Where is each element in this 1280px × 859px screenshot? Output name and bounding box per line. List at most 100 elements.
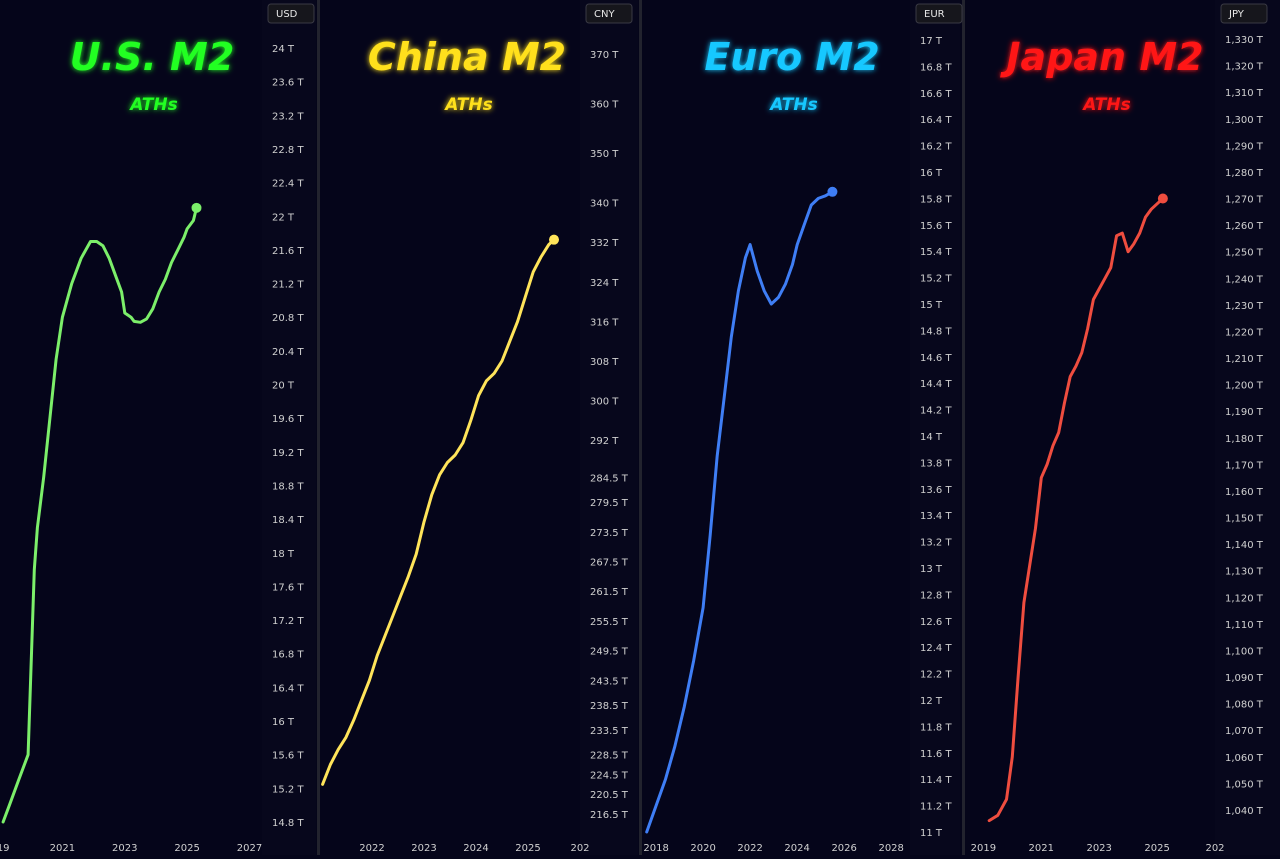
y-tick-label: 11.6 T bbox=[920, 749, 952, 760]
y-tick-label: 14.2 T bbox=[920, 406, 952, 417]
y-axis-strip bbox=[262, 0, 316, 855]
y-tick-label: 255.5 T bbox=[590, 617, 629, 628]
y-tick-label: 1,140 T bbox=[1225, 540, 1264, 551]
y-tick-label: 14.8 T bbox=[920, 326, 952, 337]
y-tick-label: 216.5 T bbox=[590, 810, 629, 821]
y-tick-label: 1,180 T bbox=[1225, 434, 1264, 445]
y-tick-label: 220.5 T bbox=[590, 790, 629, 801]
y-tick-label: 1,130 T bbox=[1225, 567, 1264, 578]
y-tick-label: 1,120 T bbox=[1225, 593, 1264, 604]
ath-marker-dot bbox=[191, 202, 202, 213]
x-tick-label: 2019 bbox=[971, 843, 996, 854]
y-tick-label: 24 T bbox=[272, 44, 295, 55]
y-tick-label: 14.8 T bbox=[272, 818, 304, 829]
x-tick-label: 2024 bbox=[784, 843, 809, 854]
y-tick-label: 16.4 T bbox=[920, 115, 952, 126]
currency-label: JPY bbox=[1228, 9, 1245, 20]
y-tick-label: 243.5 T bbox=[590, 676, 629, 687]
y-tick-label: 12.2 T bbox=[920, 670, 952, 681]
x-tick-label: 2026 bbox=[831, 843, 856, 854]
chart-panel-usd: USD 24 T 23.6 T 23.2 T 22.8 T 22.4 T 22 T 21.6 … bbox=[0, 0, 316, 855]
y-tick-label: 13.6 T bbox=[920, 485, 952, 496]
chart-title: U.S. M2 bbox=[70, 35, 235, 79]
y-tick-label: 23.2 T bbox=[272, 111, 304, 122]
x-tick-label: 2023 bbox=[1086, 843, 1111, 854]
y-tick-label: 332 T bbox=[590, 238, 619, 249]
y-tick-label: 1,150 T bbox=[1225, 514, 1264, 525]
panel-divider bbox=[317, 0, 320, 855]
y-tick-label: 1,170 T bbox=[1225, 460, 1264, 471]
y-tick-label: 1,330 T bbox=[1225, 35, 1264, 46]
x-tick-label: 202 bbox=[1205, 843, 1224, 854]
x-tick-label: 2025 bbox=[515, 843, 540, 854]
y-tick-label: 12.6 T bbox=[920, 617, 952, 628]
chart-subtitle: ATHs bbox=[1081, 95, 1130, 115]
y-tick-label: 1,310 T bbox=[1225, 88, 1264, 99]
series-line-usd bbox=[1, 206, 198, 824]
y-tick-label: 1,220 T bbox=[1225, 327, 1264, 338]
y-tick-label: 16 T bbox=[920, 168, 943, 179]
x-tick-label: 2022 bbox=[737, 843, 762, 854]
y-tick-label: 20 T bbox=[272, 381, 295, 392]
y-tick-label: 249.5 T bbox=[590, 647, 629, 658]
y-tick-label: 1,080 T bbox=[1225, 700, 1264, 711]
y-tick-label: 22.8 T bbox=[272, 145, 304, 156]
x-tick-label: 2020 bbox=[690, 843, 715, 854]
y-tick-label: 18 T bbox=[272, 549, 295, 560]
chart-title: China M2 bbox=[368, 35, 566, 79]
y-tick-label: 11.8 T bbox=[920, 722, 952, 733]
y-tick-label: 1,260 T bbox=[1225, 221, 1264, 232]
x-tick-label: 2022 bbox=[359, 843, 384, 854]
y-tick-label: 261.5 T bbox=[590, 587, 629, 598]
y-tick-label: 1,160 T bbox=[1225, 487, 1264, 498]
y-tick-label: 17.6 T bbox=[272, 582, 304, 593]
y-tick-label: 16.8 T bbox=[920, 62, 952, 73]
x-tick-label: 019 bbox=[0, 843, 10, 854]
y-tick-label: 11.4 T bbox=[920, 775, 952, 786]
y-tick-label: 324 T bbox=[590, 278, 619, 289]
y-tick-label: 279.5 T bbox=[590, 498, 629, 509]
currency-label: USD bbox=[276, 9, 298, 20]
currency-box bbox=[1220, 3, 1268, 24]
y-tick-label: 228.5 T bbox=[590, 751, 629, 762]
y-tick-label: 1,040 T bbox=[1225, 806, 1264, 817]
series-line-jpy bbox=[987, 197, 1165, 823]
y-tick-label: 1,210 T bbox=[1225, 354, 1264, 365]
currency-box bbox=[585, 3, 633, 24]
y-tick-label: 12 T bbox=[920, 696, 943, 707]
currency-label: EUR bbox=[924, 9, 945, 20]
y-tick-label: 14.6 T bbox=[920, 353, 952, 364]
chart-subtitle: ATHs bbox=[128, 95, 177, 115]
y-tick-label: 340 T bbox=[590, 199, 619, 210]
y-tick-label: 284.5 T bbox=[590, 473, 629, 484]
x-tick-label: 2028 bbox=[878, 843, 903, 854]
y-tick-label: 22.4 T bbox=[272, 179, 304, 190]
chart-panel-eur: EUR 17 T 16.8 T 16.6 T 16.4 T 16.2 T 16 T 15.8 … bbox=[643, 0, 963, 855]
y-tick-label: 16.4 T bbox=[272, 683, 304, 694]
y-tick-label: 267.5 T bbox=[590, 557, 629, 568]
y-tick-label: 1,200 T bbox=[1225, 381, 1264, 392]
y-tick-label: 18.8 T bbox=[272, 481, 304, 492]
x-tick-label: 2021 bbox=[50, 843, 75, 854]
y-tick-label: 20.4 T bbox=[272, 347, 304, 358]
y-tick-label: 1,090 T bbox=[1225, 673, 1264, 684]
chart-panel-cny: CNY 370 T 360 T 350 T 340 T 332 T 324 T 316 T 30… bbox=[321, 0, 638, 855]
y-tick-label: 12.8 T bbox=[920, 590, 952, 601]
y-tick-label: 350 T bbox=[590, 149, 619, 160]
y-tick-label: 1,250 T bbox=[1225, 248, 1264, 259]
chart-subtitle: ATHs bbox=[768, 95, 817, 115]
y-tick-label: 1,280 T bbox=[1225, 168, 1264, 179]
y-tick-label: 14 T bbox=[920, 432, 943, 443]
y-tick-label: 273.5 T bbox=[590, 528, 629, 539]
panel-divider bbox=[962, 0, 965, 855]
y-tick-label: 300 T bbox=[590, 397, 619, 408]
y-tick-label: 13.4 T bbox=[920, 511, 952, 522]
y-tick-label: 15.6 T bbox=[920, 221, 952, 232]
ath-marker-dot bbox=[827, 186, 838, 197]
y-tick-label: 1,050 T bbox=[1225, 779, 1264, 790]
y-tick-label: 15.6 T bbox=[272, 751, 304, 762]
chart-title: Japan M2 bbox=[999, 35, 1203, 79]
x-tick-label: 2027 bbox=[237, 843, 262, 854]
